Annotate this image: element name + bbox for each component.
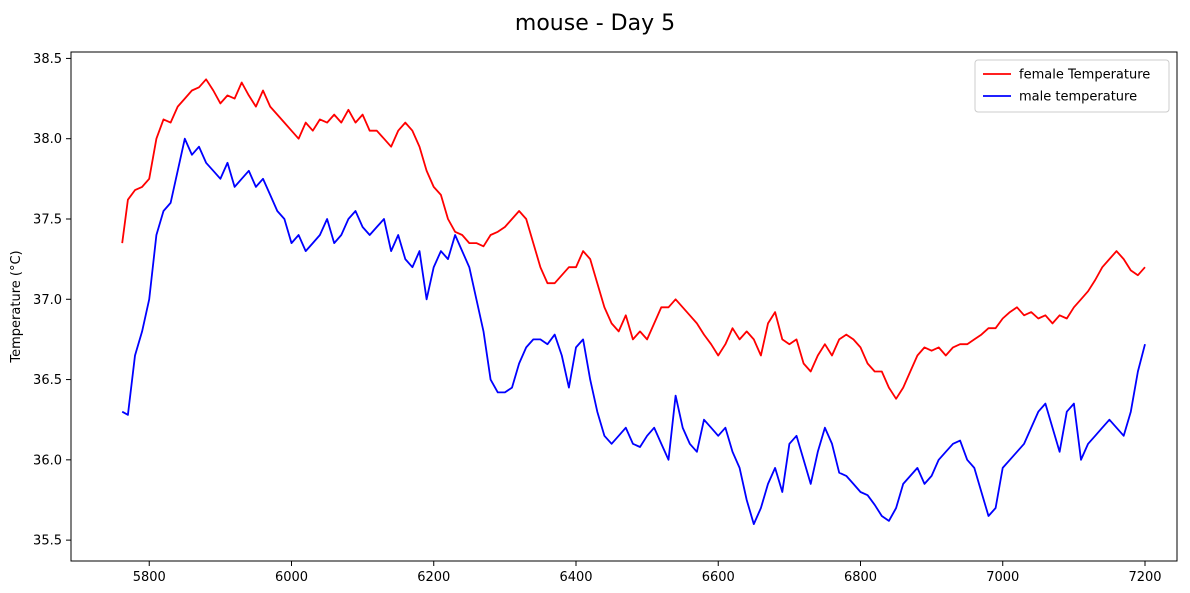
y-tick-label-5: 38.0 (33, 132, 62, 147)
legend-label-0: female Temperature (1019, 68, 1150, 83)
y-tick-label-1: 36.0 (33, 453, 62, 468)
legend-box (974, 59, 1170, 113)
series-line-0 (121, 78, 1146, 400)
x-tick-label-3: 6400 (559, 570, 592, 585)
y-axis-title: Temperature (°C) (9, 250, 24, 363)
x-tick-label-1: 6000 (275, 570, 308, 585)
y-tick-label-4: 37.5 (33, 212, 62, 227)
x-tick-label-5: 6800 (844, 570, 877, 585)
y-tick-label-6: 38.5 (33, 52, 62, 67)
x-tick-label-0: 5800 (133, 570, 166, 585)
legend: female Temperature male temperature (974, 59, 1170, 113)
y-tick-label-3: 37.0 (33, 293, 62, 308)
y-tick-label-0: 35.5 (33, 534, 62, 549)
x-tick-label-7: 7200 (1128, 570, 1161, 585)
axes-layer: 5800 6000 6200 6400 6600 6800 7000 7200 35.5 36.0… (33, 51, 1178, 585)
chart-title: mouse - Day 5 (515, 11, 675, 36)
y-tick-label-2: 36.5 (33, 373, 62, 388)
plot-frame (70, 51, 1178, 562)
legend-label-1: male temperature (1019, 90, 1137, 105)
x-tick-label-2: 6200 (417, 570, 450, 585)
x-tick-label-4: 6600 (702, 570, 735, 585)
x-tick-label-6: 7000 (986, 570, 1019, 585)
series-layer (121, 78, 1146, 525)
series-line-1 (121, 137, 1146, 525)
